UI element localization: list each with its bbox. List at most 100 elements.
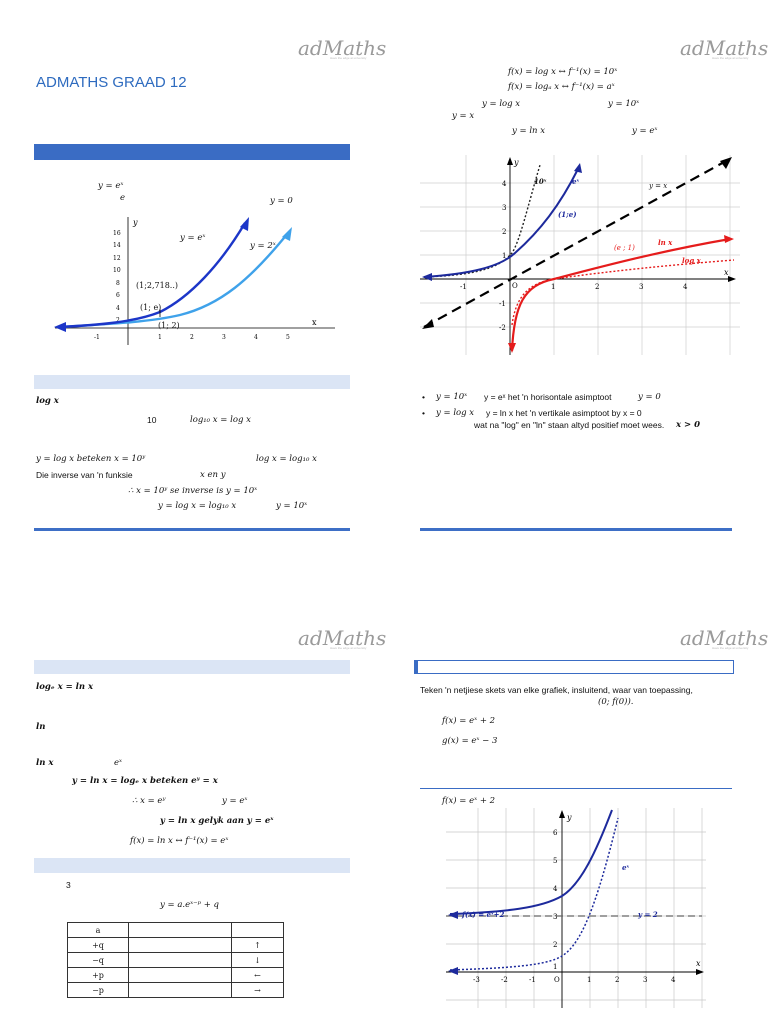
x-tick: 1 bbox=[587, 976, 591, 984]
equation: y = log x bbox=[482, 99, 521, 109]
axis-x-label: x bbox=[724, 268, 729, 277]
x-ticks: -1 1 2 3 4 5 bbox=[94, 334, 290, 341]
y-tick: 1 bbox=[502, 252, 506, 260]
label-2x: y = 2ˣ bbox=[250, 241, 276, 251]
label-y0: y = 0 bbox=[270, 196, 293, 206]
text-line: Die inverse van 'n funksie bbox=[36, 470, 133, 480]
y-tick: 14 bbox=[113, 242, 121, 249]
text-line: ∴ x = eʸ bbox=[132, 796, 166, 806]
x-ticks: -3 -2 -1 1 2 3 4 bbox=[473, 976, 676, 984]
text-line: y = 10ˣ bbox=[276, 501, 308, 511]
text-line: y = ln x = logₑ x beteken eʸ = x bbox=[72, 776, 218, 786]
label-10x: 10ˣ bbox=[534, 177, 547, 186]
graph-subtitle: e bbox=[120, 193, 126, 203]
text-line: y = log x beteken x = 10ʸ bbox=[36, 454, 146, 464]
text-line: y = ln x gelyk aan y = eˣ bbox=[160, 816, 274, 826]
table-row: +q ↑ bbox=[67, 937, 284, 953]
bullet-1a: y = 10ˣ bbox=[436, 392, 468, 402]
brand-tagline: Have the edge at university bbox=[712, 646, 749, 650]
slide-1: adMaths Have the edge at university ADMA… bbox=[30, 30, 390, 511]
x-tick: 4 bbox=[671, 976, 676, 984]
label-yx: y = x bbox=[649, 182, 668, 190]
y-tick: 4 bbox=[116, 305, 120, 312]
x-tick: -3 bbox=[473, 976, 480, 984]
point-label: (1; e) bbox=[140, 303, 162, 312]
equation: y = x bbox=[452, 111, 475, 121]
label-f: f(x) = eˣ+2 bbox=[462, 910, 505, 919]
arrow-left bbox=[448, 911, 458, 919]
axis-y-label: y bbox=[513, 158, 519, 167]
x-tick: 5 bbox=[286, 334, 290, 341]
curve-ex bbox=[423, 168, 579, 278]
slide-3: adMaths Have the edge at university logₑ… bbox=[30, 540, 390, 1020]
grid bbox=[420, 155, 740, 355]
label-ex: eˣ bbox=[622, 863, 630, 872]
curve-logx bbox=[511, 259, 735, 326]
equation: y = eˣ bbox=[632, 126, 658, 136]
text-line: x en y bbox=[200, 470, 226, 480]
table-row: a bbox=[67, 922, 284, 938]
table-cell bbox=[128, 982, 232, 998]
text-line: 10 bbox=[147, 415, 157, 425]
x-tick: 2 bbox=[615, 976, 619, 984]
origin-label: O bbox=[512, 282, 518, 290]
arrow-left bbox=[422, 273, 432, 281]
title-bar bbox=[34, 144, 350, 160]
lnx-arrow-down bbox=[508, 343, 516, 353]
table-row: −q ↓ bbox=[67, 952, 284, 968]
y-tick: 2 bbox=[116, 317, 120, 324]
y-tick: 3 bbox=[553, 913, 557, 921]
shift-graph: 6 5 4 3 2 1 -3 -2 -1 1 2 3 4 O x y bbox=[446, 808, 706, 1008]
y-tick: -1 bbox=[499, 300, 506, 308]
y-tick: 4 bbox=[553, 885, 558, 893]
axis-y-label: y bbox=[566, 813, 572, 822]
function-f: f(x) = eˣ + 2 bbox=[442, 716, 496, 726]
y-tick: 5 bbox=[553, 857, 557, 865]
table-cell: ← bbox=[231, 967, 284, 983]
table-cell: ↑ bbox=[231, 937, 284, 953]
x-tick: -1 bbox=[460, 283, 467, 291]
formula: y = a.eˣ⁻ᵖ + q bbox=[160, 900, 219, 910]
table-row: +p ← bbox=[67, 967, 284, 983]
table-cell bbox=[128, 967, 232, 983]
equation: y = 10ˣ bbox=[608, 99, 640, 109]
axis-x-label: x bbox=[696, 959, 701, 968]
y-tick: 10 bbox=[113, 267, 121, 274]
table-cell bbox=[231, 922, 284, 938]
equation: f(x) = logₐ x ↔ f⁻¹(x) = aˣ bbox=[508, 82, 615, 92]
y-tick: 1 bbox=[553, 963, 557, 971]
bullet-dot: • bbox=[422, 392, 425, 402]
exp-graph: 2 4 6 8 10 12 14 16 -1 1 2 3 4 5 x y bbox=[54, 217, 335, 345]
x-tick: 2 bbox=[190, 334, 194, 341]
section-head: logₑ x = ln x bbox=[36, 682, 94, 692]
x-tick: 4 bbox=[254, 334, 258, 341]
y-tick: 3 bbox=[502, 204, 506, 212]
point-label: (1;2,718..) bbox=[136, 281, 179, 290]
slide-4: adMaths Have the edge at university Teke… bbox=[400, 540, 768, 1020]
y-arrow bbox=[507, 157, 513, 165]
section-head: ln bbox=[36, 722, 46, 732]
bullet-2b: y = ln x het 'n vertikale asimptoot by x… bbox=[486, 408, 642, 418]
brand-tagline: Have the edge at university bbox=[712, 56, 749, 60]
y-tick: 8 bbox=[116, 280, 120, 287]
bullet-2a: y = log x bbox=[436, 408, 475, 418]
inverse-graph: 4 3 2 1 -1 -2 -1 1 2 3 4 O x y bbox=[420, 155, 740, 355]
origin-label: O bbox=[554, 976, 560, 984]
y-tick: 2 bbox=[502, 228, 506, 236]
slide-title: ADMATHS GRAAD 12 bbox=[36, 74, 187, 91]
item-number: 3 bbox=[66, 880, 71, 890]
text-line: y = log x = log₁₀ x bbox=[158, 501, 237, 511]
text-line: f(x) = ln x ↔ f⁻¹(x) = eˣ bbox=[130, 836, 229, 846]
brand-tagline: Have the edge at university bbox=[330, 646, 367, 650]
table-cell bbox=[128, 937, 232, 953]
section-bar bbox=[34, 660, 350, 674]
table-cell: +q bbox=[67, 937, 129, 953]
x-tick: 1 bbox=[158, 334, 162, 341]
intro-line: Teken 'n netjiese skets van elke grafiek… bbox=[420, 685, 693, 695]
brand-logo: adMaths bbox=[680, 36, 768, 60]
brand-tagline: Have the edge at university bbox=[330, 56, 367, 60]
x-tick: 1 bbox=[551, 283, 555, 291]
table-cell: −q bbox=[67, 952, 129, 968]
label-lnx: ln x bbox=[658, 238, 673, 247]
y-tick: 6 bbox=[553, 829, 558, 837]
